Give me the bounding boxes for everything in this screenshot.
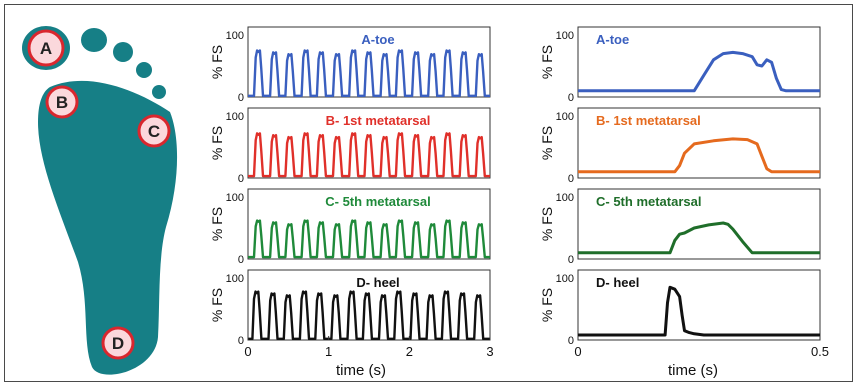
y-tick-label: 100 [226,111,244,123]
series-line [248,49,490,97]
series-line [578,137,820,174]
marker-circle [101,326,135,360]
series-line [578,50,820,93]
marker-circle [137,114,171,148]
panel-1: 0 100% FS A-toe [539,26,821,104]
panel-title: A-toe [361,32,394,47]
panel-frame [247,26,491,98]
x-tick-label: 0 [244,344,251,359]
y-axis-label: % FS [539,288,555,322]
marker-label: D [112,334,124,353]
y-tick-label: 0 [568,92,574,104]
marker-label: B [56,93,68,112]
y-tick-label: 0 [238,335,244,347]
y-tick-label: 100 [226,273,244,285]
series-line [578,221,820,255]
toe-5-shape [152,85,166,99]
y-tick-label: 0 [238,173,244,185]
x-tick-label: 2 [406,344,413,359]
panel-title: D- heel [596,275,639,290]
panel-3: 0 100% FS C- 5th metatarsal [539,188,821,266]
toe-4-shape [136,62,152,78]
panel-frame [247,107,491,179]
y-axis-label: % FS [539,45,555,79]
x-tick-label: 3 [486,344,493,359]
panel-frame [577,107,821,179]
panel-title: A-toe [596,32,629,47]
series-line [248,132,490,178]
panel-title: B- 1st metatarsal [326,113,431,128]
panel-frame [247,188,491,260]
figure-frame [4,4,853,382]
marker-circle [45,85,79,119]
panel-4: 0 100% FS D- heel 0 1 2 3 [209,269,494,359]
y-tick-label: 100 [556,111,574,123]
series-line [578,285,820,337]
foot-diagram: A B C D [22,26,178,375]
marker-label: A [40,39,52,58]
marker-label: C [148,122,160,141]
y-axis-label: % FS [209,288,225,322]
panel-frame [577,26,821,98]
series-line [248,219,490,259]
y-tick-label: 100 [226,30,244,42]
panel-4: 0 100% FS D- heel 0 0.5 [539,269,829,359]
panel-title: C- 5th metatarsal [596,194,701,209]
y-tick-label: 100 [556,273,574,285]
panel-frame [247,269,491,341]
y-tick-label: 100 [226,192,244,204]
series-line [248,290,490,340]
y-tick-label: 0 [238,254,244,266]
y-tick-label: 0 [238,92,244,104]
y-tick-label: 100 [556,30,574,42]
left-x-axis-label: time (s) [336,362,386,379]
foot-marker-d: D [101,326,135,360]
y-axis-label: % FS [209,126,225,160]
panel-1: 0 100% FS A-toe [209,26,491,104]
y-tick-label: 0 [568,335,574,347]
panel-frame [577,188,821,260]
x-tick-label: 0 [574,344,581,359]
panel-2: 0 100% FS B- 1st metatarsal [209,107,491,185]
foot-marker-b: B [45,85,79,119]
foot-marker-c: C [137,114,171,148]
y-axis-label: % FS [209,207,225,241]
x-tick-label: 1 [325,344,332,359]
panel-title: C- 5th metatarsal [325,194,430,209]
y-tick-label: 0 [568,173,574,185]
x-tick-label: 0.5 [811,344,829,359]
right-x-axis-label: time (s) [668,362,718,379]
y-axis-label: % FS [539,207,555,241]
marker-circle [27,29,65,67]
y-axis-label: % FS [539,126,555,160]
panel-3: 0 100% FS C- 5th metatarsal [209,188,491,266]
foot-marker-a: A [27,29,65,67]
y-axis-label: % FS [209,45,225,79]
sole-shape [38,80,178,375]
toe-3-shape [113,42,133,62]
toe-2-shape [81,28,107,52]
y-tick-label: 100 [556,192,574,204]
y-tick-label: 0 [568,254,574,266]
panel-title: D- heel [356,275,399,290]
panel-title: B- 1st metatarsal [596,113,701,128]
panel-2: 0 100% FS B- 1st metatarsal [539,107,821,185]
panel-frame [577,269,821,341]
